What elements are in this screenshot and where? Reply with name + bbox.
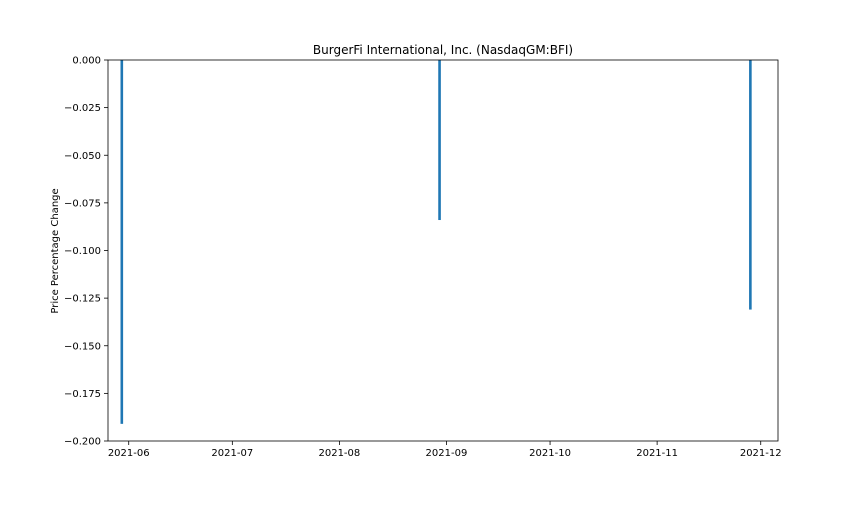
x-tick-label-4: 2021-10 bbox=[529, 448, 571, 459]
bar-0 bbox=[120, 60, 124, 424]
y-tick-label-7: −0.175 bbox=[64, 389, 101, 400]
y-tick-label-1: −0.025 bbox=[64, 103, 101, 114]
y-tick-label-4: −0.100 bbox=[64, 246, 101, 257]
y-tick-label-3: −0.075 bbox=[64, 198, 101, 209]
x-tick-label-3: 2021-09 bbox=[426, 448, 468, 459]
y-tick-label-8: −0.200 bbox=[64, 437, 101, 448]
x-tick-label-2: 2021-08 bbox=[318, 448, 360, 459]
y-tick-label-0: 0.000 bbox=[72, 56, 101, 67]
y-tick-label-2: −0.050 bbox=[64, 151, 101, 162]
chart-title: BurgerFi International, Inc. (NasdaqGM:B… bbox=[313, 43, 573, 57]
x-tick-label-1: 2021-07 bbox=[211, 448, 253, 459]
y-tick-label-6: −0.150 bbox=[64, 341, 101, 352]
plot-area: 0.000 −0.025 −0.050 −0.075 −0.100 −0.125 −0.15… bbox=[64, 56, 782, 460]
bar-2 bbox=[749, 60, 752, 310]
plot-frame bbox=[107, 59, 779, 442]
x-tick-label-6: 2021-12 bbox=[740, 448, 782, 459]
bar-1 bbox=[438, 60, 441, 221]
x-tick-label-5: 2021-11 bbox=[636, 448, 678, 459]
y-axis-label: Price Percentage Change bbox=[50, 188, 61, 313]
y-tick-label-5: −0.125 bbox=[64, 294, 101, 305]
x-tick-label-0: 2021-06 bbox=[108, 448, 150, 459]
